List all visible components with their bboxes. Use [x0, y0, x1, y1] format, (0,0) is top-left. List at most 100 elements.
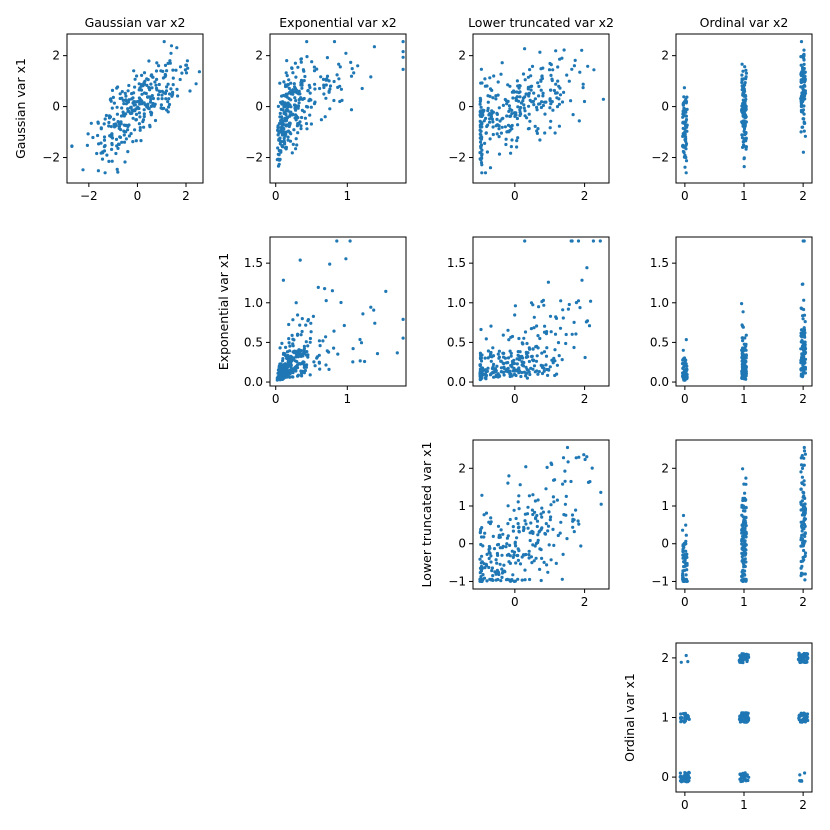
scatter-point	[286, 353, 290, 358]
scatter-point	[513, 541, 517, 546]
scatter-point	[294, 147, 298, 151]
scatter-point	[743, 89, 747, 93]
scatter-point	[531, 493, 535, 497]
scatter-point	[679, 660, 683, 664]
scatter-point	[115, 167, 119, 171]
scatter-point	[319, 118, 323, 122]
scatter-point	[297, 101, 301, 105]
scatter-point	[805, 717, 809, 721]
scatter-point	[544, 522, 548, 526]
scatter-point	[521, 528, 526, 533]
scatter-point	[527, 370, 531, 374]
scatter-point	[514, 516, 518, 521]
scatter-point	[563, 479, 567, 483]
scatter-point	[325, 74, 330, 78]
scatter-point	[285, 350, 290, 354]
scatter-point	[139, 139, 143, 143]
scatter-point	[174, 68, 178, 72]
scatter-point	[561, 308, 565, 312]
scatter-point	[539, 67, 543, 71]
scatter-point	[744, 75, 748, 79]
scatter-point	[548, 106, 552, 110]
scatter-point	[744, 120, 748, 124]
scatter-point	[330, 289, 334, 293]
scatter-point	[137, 106, 141, 111]
scatter-point	[280, 145, 285, 149]
scatter-point	[578, 70, 582, 74]
scatter-point	[553, 373, 557, 378]
y-tick-label: 0	[661, 100, 669, 114]
scatter-point	[480, 152, 484, 156]
scatter-point	[681, 549, 685, 553]
scatter-point	[100, 157, 105, 161]
scatter-point	[497, 124, 501, 128]
y-tick-label: 0.0	[650, 375, 669, 389]
scatter-point	[515, 145, 519, 149]
scatter-point	[545, 563, 549, 567]
scatter-point	[488, 577, 492, 581]
scatter-point	[570, 513, 575, 517]
scatter-point	[545, 465, 549, 469]
scatter-point	[802, 370, 806, 374]
y-tick-label: −2	[448, 151, 466, 165]
scatter-point	[681, 569, 685, 573]
scatter-point	[488, 166, 493, 170]
scatter-point	[572, 320, 576, 324]
scatter-point	[518, 110, 522, 114]
scatter-point	[523, 239, 527, 243]
scatter-point	[499, 370, 504, 374]
scatter-point	[684, 539, 688, 543]
scatter-point	[122, 102, 126, 106]
scatter-point	[184, 71, 189, 75]
scatter-point	[479, 564, 484, 569]
scatter-point	[294, 114, 298, 118]
scatter-point	[286, 101, 290, 105]
scatter-point	[741, 69, 745, 73]
scatter-point	[741, 771, 745, 776]
scatter-point	[533, 370, 537, 374]
scatter-point	[559, 520, 563, 524]
scatter-point	[538, 50, 542, 54]
scatter-point	[337, 62, 341, 66]
scatter-point	[799, 96, 803, 101]
scatter-point	[684, 135, 688, 139]
scatter-point	[489, 352, 493, 356]
scatter-point	[112, 101, 116, 105]
scatter-point	[154, 83, 158, 87]
scatter-point	[742, 778, 746, 782]
scatter-point	[802, 129, 806, 133]
scatter-point	[509, 354, 513, 358]
scatter-point	[803, 714, 808, 719]
scatter-point	[540, 526, 544, 530]
scatter-point	[505, 102, 509, 106]
scatter-point	[291, 71, 295, 75]
scatter-point	[302, 347, 306, 351]
scatter-point	[686, 660, 690, 664]
scatter-point	[315, 355, 319, 359]
scatter-point	[131, 140, 135, 144]
scatter-point	[504, 142, 508, 147]
scatter-point	[681, 149, 686, 154]
scatter-point	[740, 84, 744, 88]
scatter-point	[682, 112, 686, 116]
scatter-point	[572, 530, 576, 534]
scatter-point	[291, 337, 295, 341]
scatter-point	[133, 77, 137, 81]
scatter-point	[535, 131, 540, 135]
x-tick-label: 1	[740, 798, 748, 812]
scatter-point	[478, 140, 483, 144]
scatter-point	[533, 124, 537, 128]
scatter-point	[312, 360, 316, 364]
scatter-point	[535, 354, 539, 358]
scatter-point	[165, 85, 169, 89]
scatter-point	[744, 68, 748, 72]
scatter-point	[536, 372, 540, 376]
scatter-point	[110, 136, 115, 140]
scatter-point	[532, 559, 536, 563]
y-tick-label: 0.5	[447, 335, 466, 349]
scatter-point	[131, 108, 135, 112]
scatter-point	[803, 539, 807, 543]
scatter-point	[744, 516, 748, 520]
scatter-point	[533, 544, 537, 548]
scatter-point	[569, 479, 573, 484]
